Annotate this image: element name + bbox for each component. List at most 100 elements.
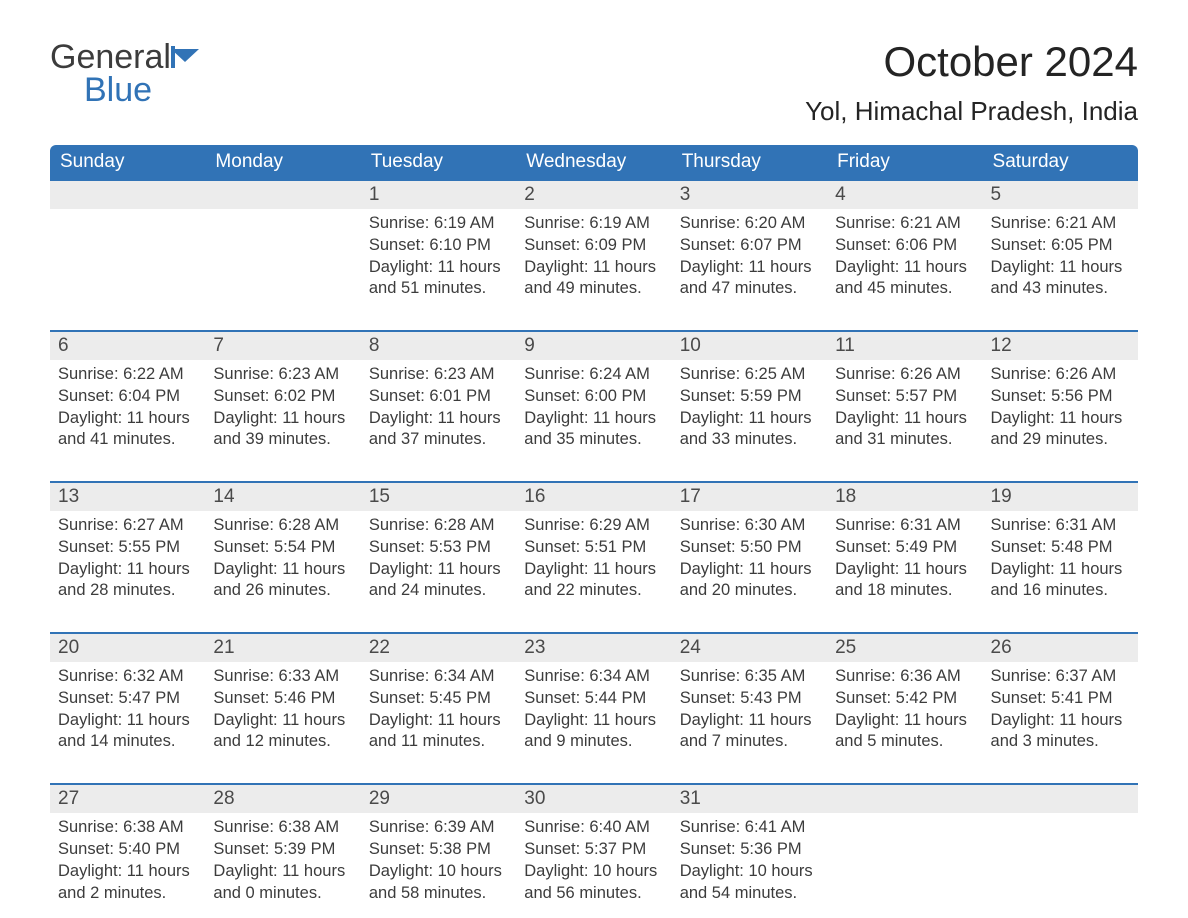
sunset-text: Sunset: 5:48 PM (991, 537, 1130, 559)
day-cell: Sunrise: 6:21 AMSunset: 6:05 PMDaylight:… (983, 209, 1138, 331)
sunset-text: Sunset: 6:01 PM (369, 386, 508, 408)
location-text: Yol, Himachal Pradesh, India (805, 96, 1138, 127)
day-cell: Sunrise: 6:19 AMSunset: 6:10 PMDaylight:… (361, 209, 516, 331)
day-cell: Sunrise: 6:32 AMSunset: 5:47 PMDaylight:… (50, 662, 205, 784)
day-body-row: Sunrise: 6:38 AMSunset: 5:40 PMDaylight:… (50, 813, 1138, 914)
daylight-text-line2: and 22 minutes. (524, 580, 663, 602)
weekday-header: Wednesday (516, 145, 671, 180)
daylight-text-line1: Daylight: 11 hours (58, 408, 197, 430)
daylight-text-line2: and 45 minutes. (835, 278, 974, 300)
day-number: 31 (672, 784, 827, 813)
sunrise-text: Sunrise: 6:23 AM (213, 364, 352, 386)
day-number: 8 (361, 331, 516, 360)
daylight-text-line1: Daylight: 11 hours (369, 559, 508, 581)
day-number (827, 784, 982, 813)
sunset-text: Sunset: 5:54 PM (213, 537, 352, 559)
day-number (50, 180, 205, 209)
daylight-text-line1: Daylight: 11 hours (58, 861, 197, 883)
day-number: 20 (50, 633, 205, 662)
day-number: 27 (50, 784, 205, 813)
sunrise-text: Sunrise: 6:40 AM (524, 817, 663, 839)
daylight-text-line1: Daylight: 11 hours (369, 408, 508, 430)
day-cell: Sunrise: 6:21 AMSunset: 6:06 PMDaylight:… (827, 209, 982, 331)
day-cell: Sunrise: 6:38 AMSunset: 5:39 PMDaylight:… (205, 813, 360, 914)
day-cell: Sunrise: 6:26 AMSunset: 5:57 PMDaylight:… (827, 360, 982, 482)
sunset-text: Sunset: 6:09 PM (524, 235, 663, 257)
day-cell: Sunrise: 6:28 AMSunset: 5:54 PMDaylight:… (205, 511, 360, 633)
sunrise-text: Sunrise: 6:36 AM (835, 666, 974, 688)
daylight-text-line2: and 14 minutes. (58, 731, 197, 753)
day-number: 10 (672, 331, 827, 360)
day-number: 14 (205, 482, 360, 511)
sunset-text: Sunset: 6:00 PM (524, 386, 663, 408)
calendar-table: Sunday Monday Tuesday Wednesday Thursday… (50, 145, 1138, 914)
day-number: 11 (827, 331, 982, 360)
logo-flag-icon (171, 38, 207, 77)
day-body-row: Sunrise: 6:19 AMSunset: 6:10 PMDaylight:… (50, 209, 1138, 331)
weekday-header: Saturday (983, 145, 1138, 180)
daylight-text-line2: and 58 minutes. (369, 883, 508, 905)
daylight-text-line1: Daylight: 11 hours (991, 408, 1130, 430)
sunrise-text: Sunrise: 6:34 AM (369, 666, 508, 688)
daylight-text-line1: Daylight: 11 hours (524, 559, 663, 581)
day-number: 2 (516, 180, 671, 209)
daylight-text-line1: Daylight: 11 hours (835, 559, 974, 581)
sunset-text: Sunset: 5:42 PM (835, 688, 974, 710)
daylight-text-line1: Daylight: 11 hours (213, 861, 352, 883)
daylight-text-line2: and 47 minutes. (680, 278, 819, 300)
day-number: 12 (983, 331, 1138, 360)
daylight-text-line2: and 16 minutes. (991, 580, 1130, 602)
sunset-text: Sunset: 5:43 PM (680, 688, 819, 710)
day-cell: Sunrise: 6:34 AMSunset: 5:45 PMDaylight:… (361, 662, 516, 784)
daylight-text-line2: and 29 minutes. (991, 429, 1130, 451)
day-cell: Sunrise: 6:27 AMSunset: 5:55 PMDaylight:… (50, 511, 205, 633)
day-number: 13 (50, 482, 205, 511)
daylight-text-line2: and 33 minutes. (680, 429, 819, 451)
sunset-text: Sunset: 5:49 PM (835, 537, 974, 559)
daylight-text-line1: Daylight: 10 hours (524, 861, 663, 883)
day-number: 30 (516, 784, 671, 813)
sunset-text: Sunset: 6:06 PM (835, 235, 974, 257)
sunset-text: Sunset: 6:04 PM (58, 386, 197, 408)
sunrise-text: Sunrise: 6:33 AM (213, 666, 352, 688)
sunset-text: Sunset: 5:39 PM (213, 839, 352, 861)
day-cell: Sunrise: 6:31 AMSunset: 5:48 PMDaylight:… (983, 511, 1138, 633)
sunrise-text: Sunrise: 6:26 AM (991, 364, 1130, 386)
daylight-text-line2: and 51 minutes. (369, 278, 508, 300)
sunset-text: Sunset: 5:47 PM (58, 688, 197, 710)
day-cell: Sunrise: 6:39 AMSunset: 5:38 PMDaylight:… (361, 813, 516, 914)
sunrise-text: Sunrise: 6:26 AM (835, 364, 974, 386)
daylight-text-line1: Daylight: 11 hours (58, 710, 197, 732)
sunset-text: Sunset: 6:02 PM (213, 386, 352, 408)
daylight-text-line2: and 3 minutes. (991, 731, 1130, 753)
sunrise-text: Sunrise: 6:27 AM (58, 515, 197, 537)
day-body-row: Sunrise: 6:27 AMSunset: 5:55 PM Daylight:… (50, 511, 1138, 633)
day-cell: Sunrise: 6:37 AMSunset: 5:41 PMDaylight:… (983, 662, 1138, 784)
day-cell: Sunrise: 6:34 AMSunset: 5:44 PMDaylight:… (516, 662, 671, 784)
daylight-text-line2: and 35 minutes. (524, 429, 663, 451)
sunset-text: Sunset: 5:44 PM (524, 688, 663, 710)
sunrise-text: Sunrise: 6:38 AM (58, 817, 197, 839)
day-cell: Sunrise: 6:23 AMSunset: 6:02 PMDaylight:… (205, 360, 360, 482)
day-cell (50, 209, 205, 331)
calendar-body: 12345Sunrise: 6:19 AMSunset: 6:10 PMDayl… (50, 180, 1138, 914)
sunrise-text: Sunrise: 6:21 AM (991, 213, 1130, 235)
header: General Blue October 2024 Yol, Himachal … (50, 38, 1138, 127)
sunrise-text: Sunrise: 6:19 AM (369, 213, 508, 235)
sunrise-text: Sunrise: 6:31 AM (835, 515, 974, 537)
daylight-text-line1: Daylight: 11 hours (991, 710, 1130, 732)
daylight-text-line2: and 7 minutes. (680, 731, 819, 753)
sunrise-text: Sunrise: 6:25 AM (680, 364, 819, 386)
sunset-text: Sunset: 5:55 PM (58, 537, 197, 559)
weekday-header: Friday (827, 145, 982, 180)
daylight-text-line1: Daylight: 10 hours (680, 861, 819, 883)
sunrise-text: Sunrise: 6:21 AM (835, 213, 974, 235)
sunrise-text: Sunrise: 6:28 AM (369, 515, 508, 537)
sunrise-text: Sunrise: 6:28 AM (213, 515, 352, 537)
day-cell: Sunrise: 6:23 AMSunset: 6:01 PMDaylight:… (361, 360, 516, 482)
sunrise-text: Sunrise: 6:29 AM (524, 515, 663, 537)
daylight-text-line1: Daylight: 10 hours (369, 861, 508, 883)
daylight-text-line2: and 43 minutes. (991, 278, 1130, 300)
daylight-text-line2: and 31 minutes. (835, 429, 974, 451)
day-cell: Sunrise: 6:33 AMSunset: 5:46 PMDaylight:… (205, 662, 360, 784)
